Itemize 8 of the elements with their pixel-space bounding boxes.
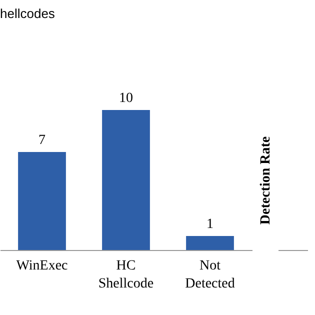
data-label: 1 xyxy=(206,217,214,232)
data-label: 10 xyxy=(119,91,133,106)
text: Detection Rate xyxy=(258,136,274,225)
chart-title: hellcodes xyxy=(0,6,56,21)
x-tick-label: HC Shellcode xyxy=(98,258,154,292)
x-tick-label: Not Detected xyxy=(185,258,235,292)
x-tick-label: WinExec xyxy=(16,258,68,274)
data-label: 7 xyxy=(38,133,46,148)
